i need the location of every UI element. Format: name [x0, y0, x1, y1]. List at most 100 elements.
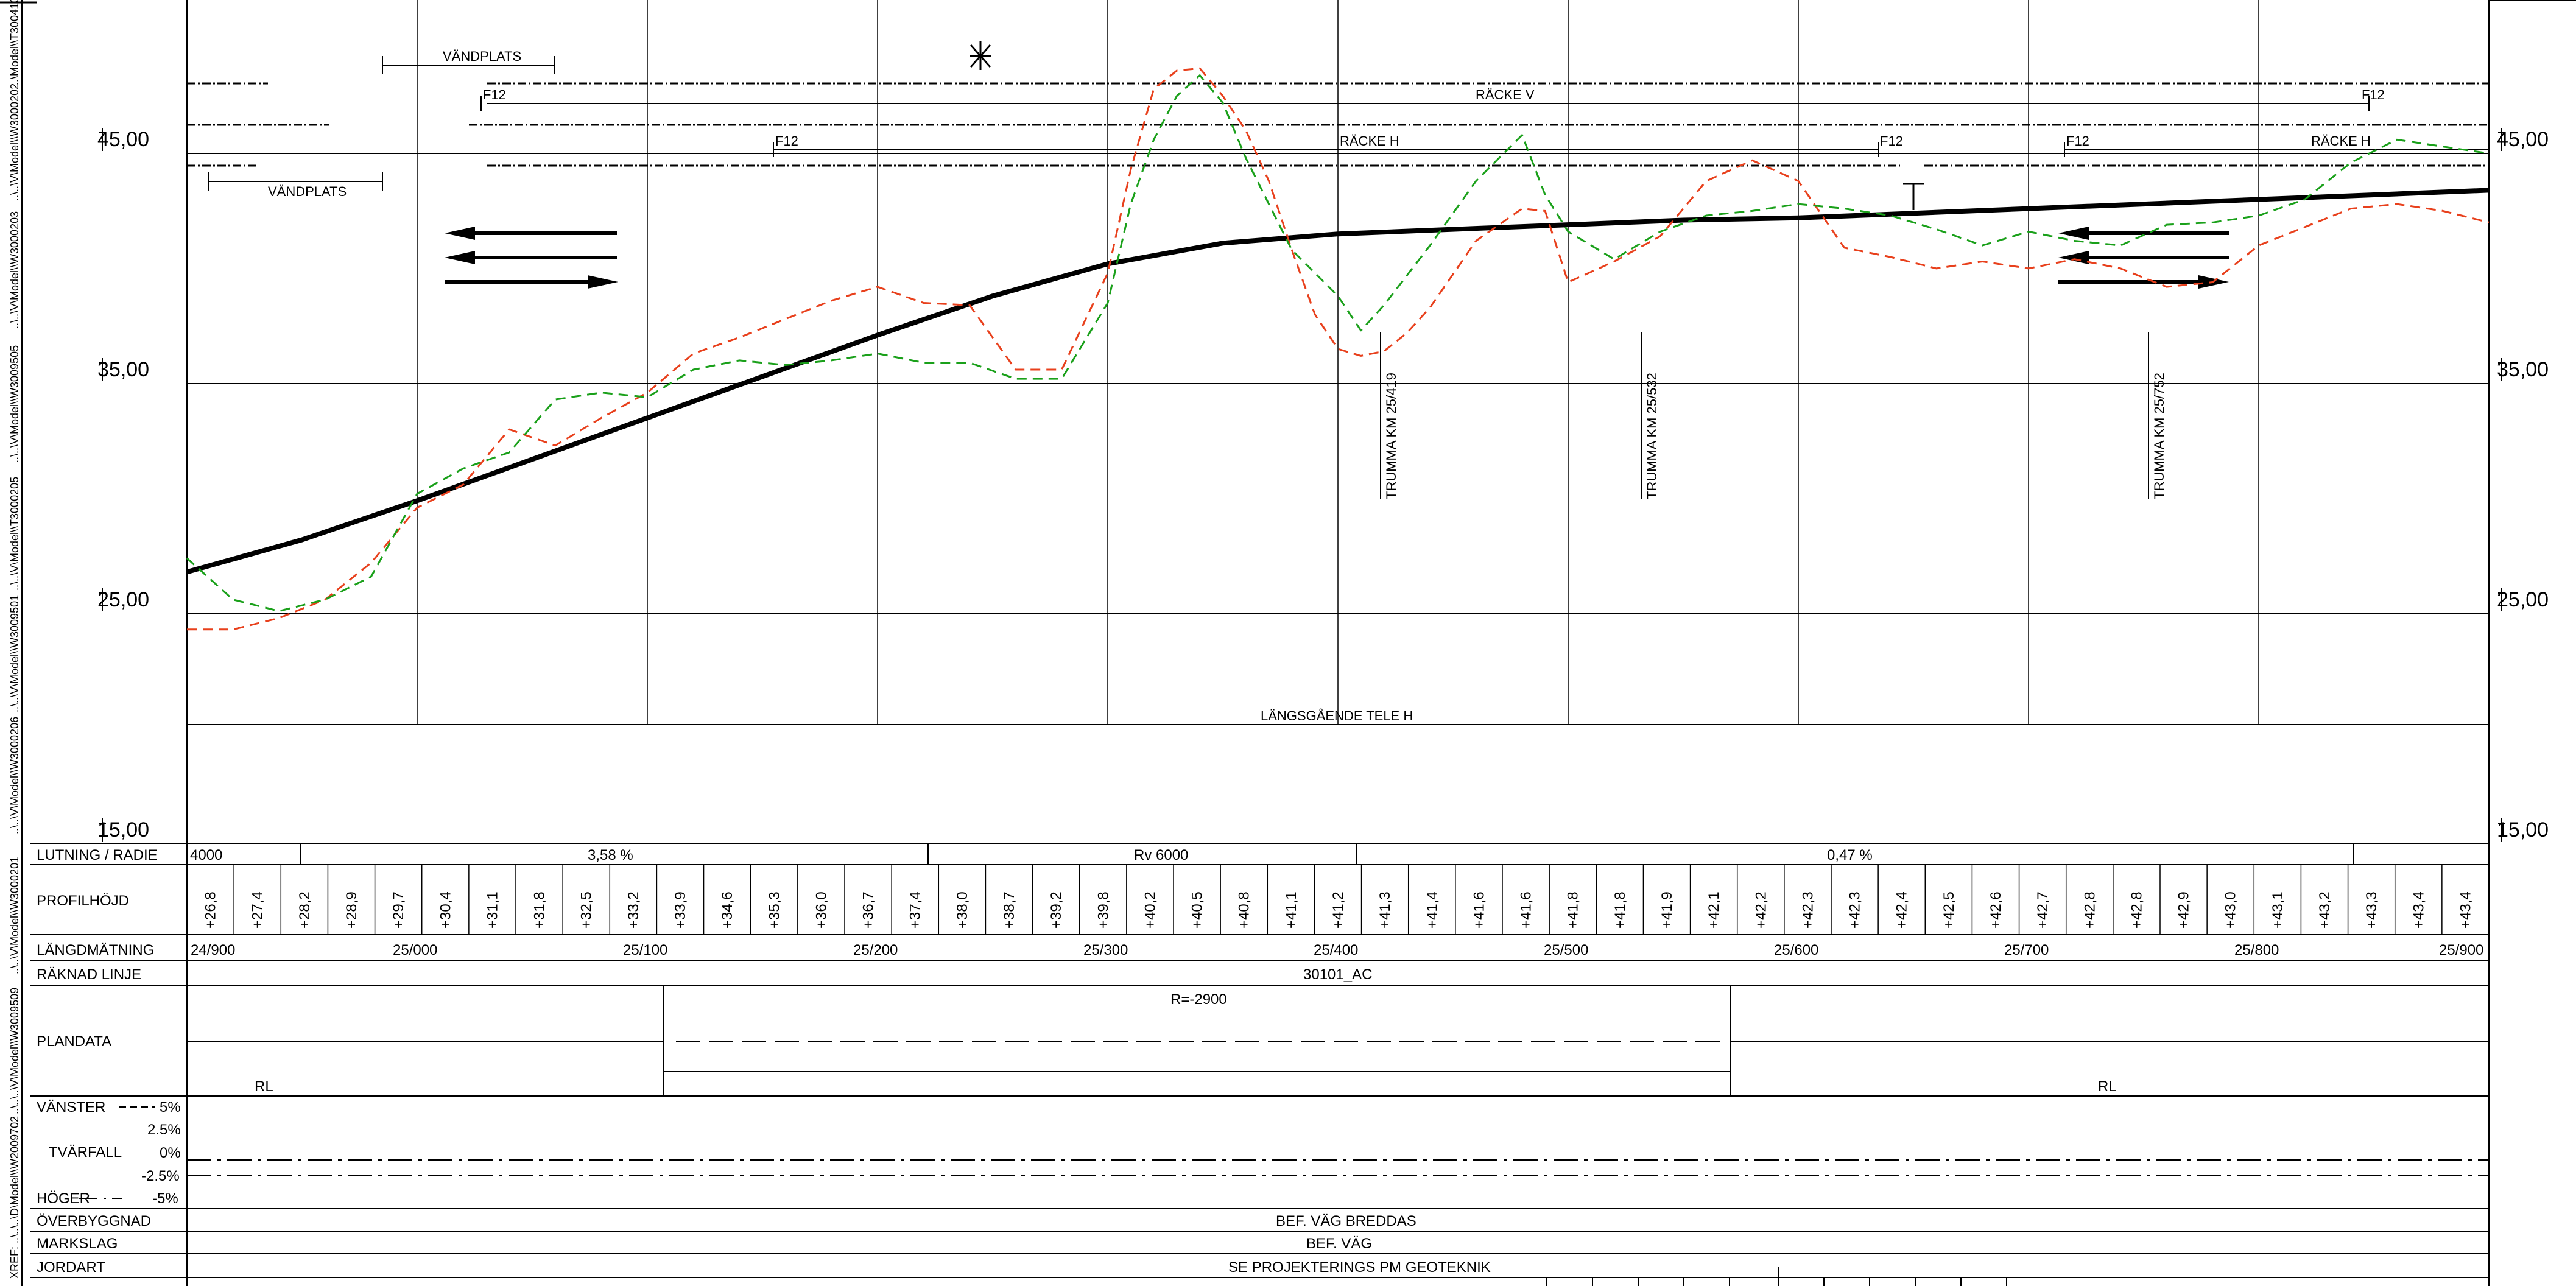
row-label-vanster: VÄNSTER [37, 1099, 105, 1116]
tvarfall-scale-neg-2-5: -2.5% [141, 1168, 180, 1184]
f12-label-2: F12 [775, 133, 798, 149]
profile-series-line-0 [186, 188, 2490, 575]
profile-height-value: +39,8 [1095, 891, 1111, 929]
vandplats-left-label: VÄNDPLATS [268, 184, 347, 199]
culvert-label-3: TRUMMA KM 25/752 [2152, 373, 2167, 499]
annotations: VÄNDPLATS VÄNDPLATS RÄCKE V RÄCKE H RÄCK… [268, 49, 2385, 723]
profile-height-value: +42,2 [1753, 891, 1769, 929]
profile-height-value: +41,2 [1330, 891, 1346, 929]
plandata-rl-right: RL [2098, 1078, 2117, 1095]
row-values: 4000 3,58 % Rv 6000 0,47 % 30101_AC R=-2… [141, 847, 2117, 1276]
row-label-jordart: JORDART [37, 1259, 105, 1276]
profile-height-value: +38,7 [1001, 891, 1018, 929]
profile-height-value: +33,9 [672, 891, 689, 929]
chainage-label: 24/900 [191, 942, 235, 958]
chainage-label: 25/300 [1083, 942, 1128, 958]
profile-height-value: +43,3 [2363, 891, 2380, 929]
chainage-label: 25/000 [393, 942, 437, 958]
xref-label-3: ..\..\V\Model\\W3000206 [9, 717, 21, 834]
xref-label-5: ..\..\V\Model\\T3000205 [9, 477, 21, 591]
railing-lines [187, 56, 2489, 210]
racke-h-right-label: RÄCKE H [2311, 133, 2371, 149]
profile-height-value: +43,0 [2223, 891, 2239, 929]
profile-height-value: +40,8 [1236, 891, 1253, 929]
profile-height-value: +43,4 [2457, 891, 2474, 929]
profile-height-value: +28,2 [297, 891, 313, 929]
raknad-linje-value: 30101_AC [1303, 966, 1372, 983]
culvert-markers: TRUMMA KM 25/419 TRUMMA KM 25/532 TRUMMA… [1380, 332, 2167, 499]
chainage-label: 25/100 [623, 942, 667, 958]
racke-v-label: RÄCKE V [1476, 87, 1535, 102]
culvert-label-1: TRUMMA KM 25/419 [1384, 373, 1399, 499]
f12-label-5: F12 [2362, 87, 2385, 102]
tvarfall-scale-0: 0% [160, 1145, 181, 1161]
profile-height-value: +36,7 [860, 891, 877, 929]
elev-label-left-45: 45,00 [97, 128, 149, 151]
profile-height-value: +36,0 [813, 891, 829, 929]
racke-h-label: RÄCKE H [1340, 133, 1399, 149]
elevation-labels: 45,00 35,00 25,00 15,00 45,00 35,00 25,0… [97, 128, 2549, 842]
chainage-label: 25/700 [2004, 942, 2049, 958]
chainage-label: 25/400 [1314, 942, 1358, 958]
profile-height-value: +42,5 [1941, 891, 1957, 929]
xref-label-2: ..\..\V\Model\\W3000201 [9, 857, 21, 974]
profile-height-cells: +26,8 +27,4 +28,2 +28,9 +29,7 +30,4 +31,1 +31,8… [203, 865, 2474, 935]
f12-label-1: F12 [483, 87, 506, 102]
traffic-arrows-left [445, 227, 618, 289]
profile-height-value: +31,1 [484, 891, 501, 929]
row-label-plandata: PLANDATA [37, 1033, 111, 1050]
elev-label-right-25: 25,00 [2497, 588, 2549, 611]
xref-label-8: ..\..\V\Model\\W3000202 [9, 83, 21, 201]
profile-height-value: +42,6 [1988, 891, 2004, 929]
data-table [30, 843, 2490, 1286]
chainage-label: 25/600 [1774, 942, 1818, 958]
xref-label-9: ..\Model\\T3004104 [9, 0, 21, 85]
f12-label-3: F12 [1880, 133, 1903, 149]
asterisk-symbol-icon [970, 41, 991, 70]
profile-height-value: +41,6 [1518, 891, 1535, 929]
xref-label-1: ..\..\..\V\Model\\W3009509 [9, 988, 21, 1114]
chainage-label: 25/800 [2234, 942, 2279, 958]
profile-height-value: +39,2 [1048, 891, 1065, 929]
row-label-overbyggnad: ÖVERBYGGNAD [37, 1213, 151, 1229]
row-label-profilhojd: PROFILHÖJD [37, 893, 129, 909]
row-label-raknad-linje: RÄKNAD LINJE [37, 966, 141, 983]
plandata-radius: R=-2900 [1170, 991, 1227, 1008]
profile-series-line-1 [187, 67, 2490, 631]
profile-height-value: +27,4 [250, 891, 266, 929]
tvarfall-scale-5: 5% [160, 1099, 181, 1116]
row-label-lutning: LUTNING / RADIE [37, 847, 158, 863]
lutning-vertical-radius: Rv 6000 [1134, 847, 1188, 863]
row-label-tvarfall: TVÄRFALL [49, 1144, 122, 1161]
profile-height-value: +41,6 [1471, 891, 1487, 929]
profile-height-value: +43,4 [2410, 891, 2427, 929]
profile-height-value: +34,6 [719, 891, 736, 929]
elev-label-right-15: 15,00 [2497, 818, 2549, 842]
profile-height-value: +33,2 [625, 891, 642, 929]
profile-height-value: +42,8 [2128, 891, 2145, 929]
jordart-value: SE PROJEKTERINGS PM GEOTEKNIK [1228, 1259, 1491, 1276]
profile-height-value: +41,8 [1565, 891, 1582, 929]
profile-height-value: +43,2 [2317, 891, 2333, 929]
lutning-grade-1: 3,58 % [588, 847, 633, 863]
chainage-label: 25/900 [2439, 942, 2483, 958]
profile-series-line-2 [186, 74, 2490, 613]
profile-height-value: +35,3 [766, 891, 783, 929]
profile-height-value: +42,7 [2035, 891, 2051, 929]
elev-label-left-35: 35,00 [97, 358, 149, 381]
profile-height-value: +41,9 [1659, 891, 1675, 929]
xref-label-4: ..\..\V\Model\\W3009501 [9, 595, 21, 712]
xref-label-0: XREF: ..\..\..\D\Model\\W2009702 [9, 1116, 21, 1279]
profile-height-value: +32,5 [579, 891, 595, 929]
plandata-rl-left: RL [255, 1078, 273, 1095]
profile-height-value: +43,1 [2270, 891, 2286, 929]
row-labels: LUTNING / RADIE PROFILHÖJD LÄNGDMÄTNING … [37, 847, 158, 1276]
profile-height-value: +38,0 [954, 891, 971, 929]
profile-grid [186, 0, 2576, 844]
tele-label: LÄNGSGÅENDE TELE H [1261, 708, 1413, 723]
profile-height-value: +40,2 [1142, 891, 1158, 929]
xref-label-7: ..\..\V\Model\\W3000203 [9, 211, 21, 329]
row-label-hoger: HÖGER [37, 1190, 90, 1207]
xref-label-6: ..\..\V\Model\\W3009505 [9, 345, 21, 463]
lutning-start: 4000 [190, 847, 222, 863]
